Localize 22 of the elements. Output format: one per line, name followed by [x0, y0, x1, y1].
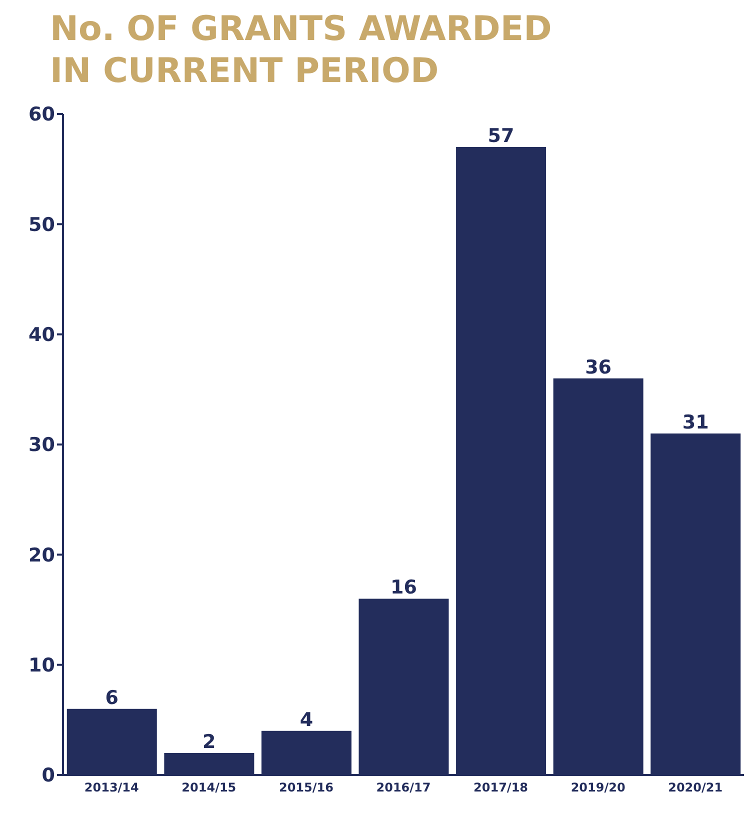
x-tick-label: 2013/14 [84, 780, 139, 795]
data-label: 31 [682, 411, 709, 434]
y-tick-label: 20 [28, 544, 55, 566]
y-tick-label: 40 [28, 324, 55, 346]
x-tick-label: 2015/16 [278, 780, 334, 795]
y-tick-label: 30 [28, 434, 55, 456]
x-tick-label: 2014/15 [182, 780, 236, 795]
data-label: 16 [390, 576, 417, 599]
data-label: 36 [585, 356, 612, 378]
y-tick-label: 0 [42, 764, 55, 787]
x-tick-label: 2019/20 [570, 780, 626, 795]
data-label: 6 [105, 686, 119, 709]
data-label: 57 [488, 125, 514, 148]
y-tick-label: 50 [28, 214, 55, 236]
y-tick-label: 60 [28, 104, 55, 126]
data-label: 4 [300, 708, 314, 731]
data-label: 2 [202, 730, 216, 753]
x-tick-label: 2016/17 [376, 780, 431, 795]
x-tick-label: 2017/18 [474, 780, 528, 795]
x-tick-label: 2020/21 [668, 780, 723, 795]
chart-title: No. OF GRANTS AWARDED IN CURRENT PERIOD [50, 8, 553, 93]
y-tick-label: 10 [28, 654, 55, 677]
